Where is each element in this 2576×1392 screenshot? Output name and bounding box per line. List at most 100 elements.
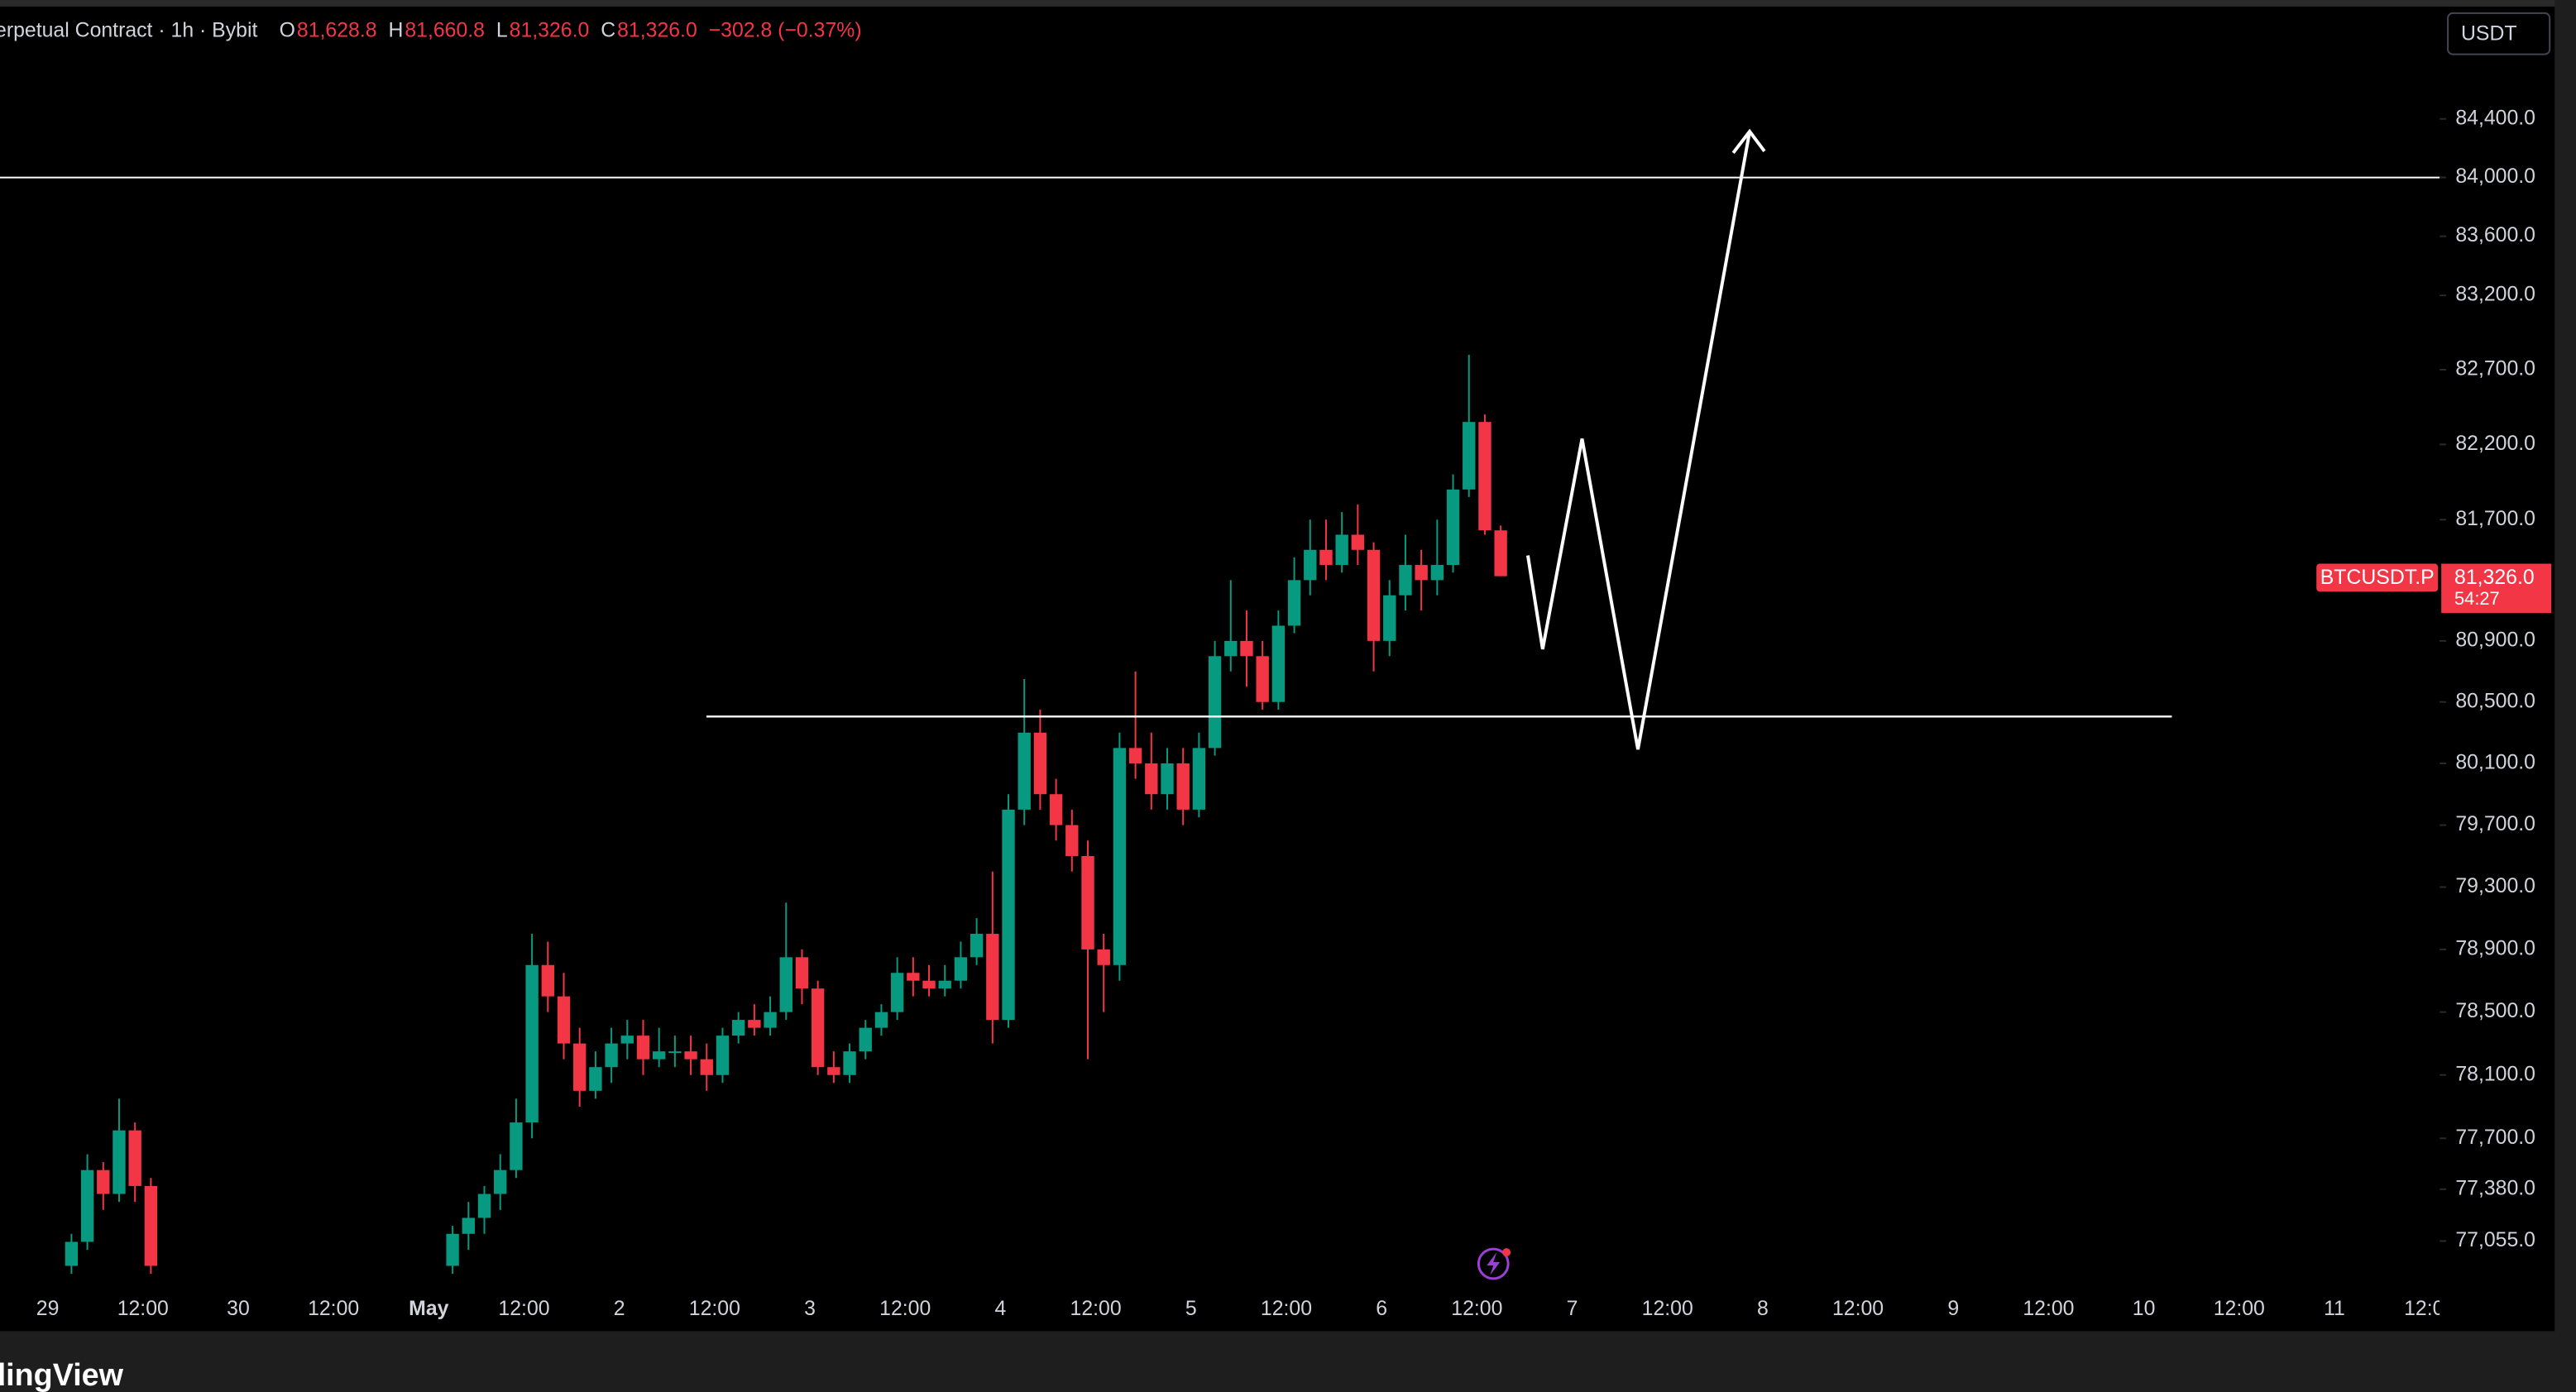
candle-body bbox=[954, 957, 968, 981]
candle-body bbox=[477, 1193, 491, 1218]
candle-body bbox=[589, 1067, 602, 1091]
candle-body bbox=[1208, 656, 1222, 749]
candle-body bbox=[811, 988, 825, 1068]
candle-body bbox=[653, 1051, 666, 1060]
y-tick-label: 79,300.0 bbox=[2455, 875, 2535, 897]
candle-body bbox=[1463, 422, 1476, 490]
candle-body bbox=[573, 1043, 587, 1091]
candle-body bbox=[80, 1170, 94, 1242]
candle-body bbox=[1240, 640, 1253, 657]
alert-icon[interactable] bbox=[1477, 1247, 1511, 1280]
candle-body bbox=[1128, 748, 1142, 763]
candle-body bbox=[764, 1012, 777, 1028]
y-tick-label: 78,100.0 bbox=[2455, 1063, 2535, 1085]
candle-body bbox=[510, 1122, 523, 1170]
footer bbox=[0, 1331, 2576, 1392]
x-tick-label: 4 bbox=[995, 1298, 1007, 1320]
x-tick-label: 12:00 bbox=[2023, 1298, 2074, 1320]
candle-body bbox=[938, 980, 951, 989]
x-tick-label: 12:00 bbox=[2404, 1298, 2455, 1320]
candle-body bbox=[716, 1036, 730, 1075]
ohlc-key: C bbox=[601, 19, 615, 41]
symbol-title: erpetual Contract · 1h · Bybit bbox=[0, 19, 257, 41]
candle-body bbox=[1446, 489, 1460, 566]
candle-body bbox=[827, 1067, 840, 1075]
x-tick-label: 9 bbox=[1947, 1298, 1959, 1320]
candle-body bbox=[890, 973, 904, 1012]
candle-body bbox=[700, 1059, 713, 1075]
x-tick-label: 12:00 bbox=[1261, 1298, 1312, 1320]
candle-body bbox=[462, 1217, 475, 1234]
x-tick-label: 10 bbox=[2133, 1298, 2156, 1320]
drawings bbox=[0, 128, 2440, 750]
candle-body bbox=[525, 964, 539, 1123]
candle-body bbox=[1271, 625, 1286, 702]
ohlc-key: H bbox=[388, 19, 403, 41]
candle-body bbox=[494, 1170, 507, 1194]
ohlc-value: 81,628.8 bbox=[297, 19, 377, 41]
x-tick-label: 12:00 bbox=[117, 1298, 169, 1320]
candle-body bbox=[1383, 595, 1396, 641]
x-tick-label: 12:00 bbox=[879, 1298, 931, 1320]
x-tick-label: 7 bbox=[1567, 1298, 1578, 1320]
candle-body bbox=[1224, 640, 1238, 657]
ohlc-value: 81,660.8 bbox=[405, 19, 485, 41]
y-tick-label: 77,700.0 bbox=[2455, 1127, 2535, 1149]
candle-body bbox=[1494, 530, 1507, 576]
price-badge-bg bbox=[2441, 563, 2552, 614]
last-price: 81,326.0 bbox=[2454, 567, 2535, 589]
x-tick-label: May bbox=[409, 1298, 448, 1320]
candle-body bbox=[1017, 732, 1031, 810]
ohlc-key: L bbox=[496, 19, 508, 41]
candle-body bbox=[1097, 949, 1110, 965]
candle-body bbox=[113, 1130, 126, 1194]
y-tick-label: 80,500.0 bbox=[2455, 690, 2535, 712]
x-tick-label: 12:00 bbox=[1832, 1298, 1884, 1320]
arrow-head bbox=[1731, 128, 1766, 155]
candle-body bbox=[1256, 656, 1269, 702]
x-tick-label: 11 bbox=[2324, 1298, 2345, 1320]
candle-body bbox=[557, 996, 571, 1044]
candle-body bbox=[1367, 549, 1381, 641]
countdown: 54:27 bbox=[2454, 588, 2500, 609]
candle-body bbox=[668, 1051, 682, 1054]
right-border bbox=[2554, 0, 2576, 1392]
x-tick-label: 12:00 bbox=[1642, 1298, 1693, 1320]
symbol-badge: BTCUSDT.P bbox=[2320, 567, 2435, 589]
ohlc-header: O 81,628.8 H 81,660.8 L 81,326.0 C 81,326.0 bbox=[280, 19, 697, 41]
candle-body bbox=[1145, 763, 1158, 795]
x-tick-label: 12:00 bbox=[1070, 1298, 1122, 1320]
y-tick-label: 80,900.0 bbox=[2455, 629, 2535, 651]
x-tick-label: 29 bbox=[36, 1298, 60, 1320]
currency[interactable]: USDT bbox=[2461, 22, 2517, 45]
change: −302.8 (−0.37%) bbox=[709, 19, 862, 41]
candle-body bbox=[446, 1233, 459, 1266]
candle-body bbox=[1399, 565, 1412, 596]
watermark: dingView bbox=[0, 1357, 124, 1392]
x-tick-label: 12:00 bbox=[498, 1298, 549, 1320]
candle-body bbox=[859, 1027, 872, 1052]
candle-body bbox=[1161, 763, 1174, 795]
x-tick-label: 8 bbox=[1757, 1298, 1769, 1320]
x-tick-label: 12:00 bbox=[689, 1298, 740, 1320]
candle-body bbox=[1081, 856, 1094, 950]
candle-body bbox=[1192, 748, 1206, 810]
candle-body bbox=[1304, 549, 1317, 581]
candle-body bbox=[874, 1012, 888, 1028]
candle-body bbox=[1002, 809, 1015, 1021]
x-tick-label: 30 bbox=[227, 1298, 250, 1320]
currency-button[interactable] bbox=[2447, 12, 2551, 55]
candle-body bbox=[843, 1051, 856, 1075]
candle-body bbox=[128, 1130, 141, 1186]
y-tick-label: 78,900.0 bbox=[2455, 937, 2535, 959]
candle-body bbox=[684, 1051, 697, 1060]
candle-body bbox=[970, 934, 984, 958]
x-tick-label: 3 bbox=[804, 1298, 816, 1320]
candle-body bbox=[1430, 565, 1444, 581]
candle-body bbox=[541, 964, 554, 997]
x-tick-label: 2 bbox=[614, 1298, 625, 1320]
x-tick-label: 5 bbox=[1185, 1298, 1197, 1320]
y-tick-label: 81,700.0 bbox=[2455, 508, 2535, 530]
